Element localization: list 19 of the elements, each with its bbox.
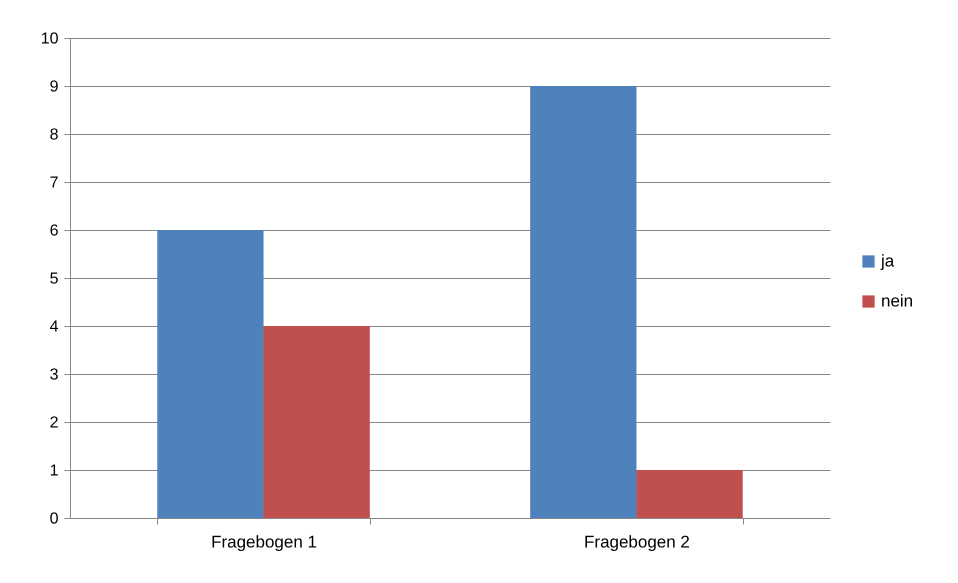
y-tick-label: 9 (50, 78, 59, 96)
bar (264, 326, 370, 518)
bar (530, 86, 636, 518)
y-tick-label: 7 (50, 174, 59, 192)
y-tick-label: 6 (50, 222, 59, 240)
y-tick-label: 10 (40, 30, 59, 48)
y-tick-label: 1 (50, 462, 59, 480)
y-tick-label: 5 (50, 270, 59, 288)
y-tick-label: 4 (50, 318, 59, 336)
bar (157, 230, 264, 518)
y-tick-label: 0 (50, 510, 59, 528)
legend-label: ja (880, 252, 895, 270)
bar (636, 470, 743, 518)
y-tick-label: 8 (50, 126, 59, 144)
y-tick-label: 3 (50, 366, 59, 384)
x-tick-label: Fragebogen 1 (211, 532, 317, 552)
x-tick-label: Fragebogen 2 (584, 532, 690, 552)
legend-label: nein (881, 292, 914, 310)
y-tick-label: 2 (50, 414, 59, 432)
